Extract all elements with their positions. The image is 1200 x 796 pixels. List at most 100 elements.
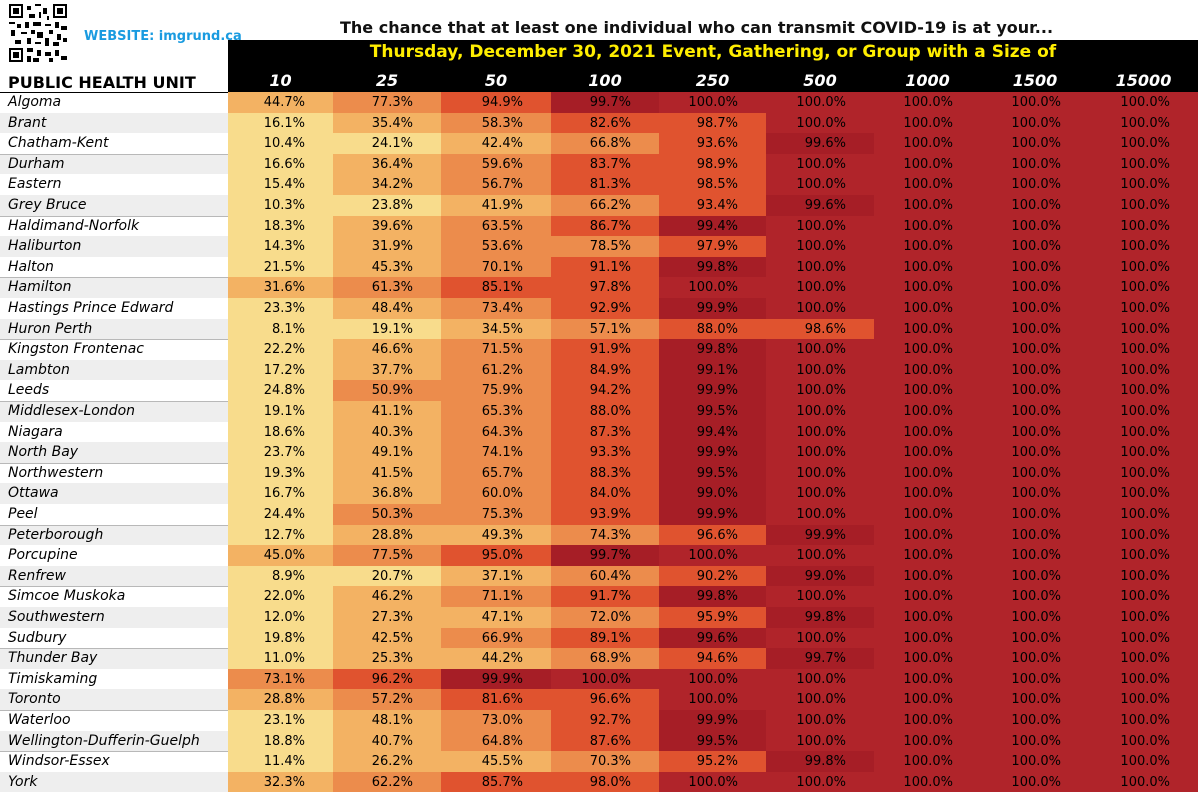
heatmap-cell: 100.0% [766, 174, 874, 195]
health-unit-name: Leeds [8, 382, 50, 399]
heatmap-cell: 100.0% [1089, 442, 1198, 463]
heatmap-cell: 100.0% [981, 256, 1089, 278]
heatmap-cell: 100.0% [874, 380, 981, 401]
heatmap-cell: 98.7% [659, 112, 766, 134]
group-separator [0, 586, 228, 588]
heatmap-cell: 22.2% [228, 339, 333, 360]
heatmap-cell: 41.1% [333, 401, 441, 422]
heatmap-cell: 99.7% [551, 545, 659, 566]
heatmap-cell: 100.0% [874, 318, 981, 340]
heatmap-cell: 100.0% [551, 668, 659, 690]
table-row: Southwestern 12.0% 27.3% 47.1% 72.0% 95.9% 99.… [0, 607, 1200, 628]
heatmap-cell: 57.2% [333, 689, 441, 710]
heatmap-cell: 100.0% [981, 586, 1089, 607]
heatmap-cell: 60.0% [441, 483, 551, 504]
heatmap-cell: 66.9% [441, 627, 551, 649]
heatmap-cell: 91.9% [551, 339, 659, 360]
heatmap-cell: 100.0% [874, 153, 981, 175]
health-unit-name: Renfrew [0, 565, 228, 587]
heatmap-cell: 94.2% [551, 380, 659, 401]
table-row: York 32.3% 62.2% 85.7% 98.0% 100.0% 100.0% 100.… [0, 771, 1200, 793]
heatmap-cell: 94.6% [659, 648, 766, 669]
heatmap-cell: 32.3% [228, 771, 333, 793]
heatmap-cell: 31.9% [333, 236, 441, 257]
heatmap-cell: 100.0% [1089, 92, 1198, 113]
heatmap-cell: 100.0% [981, 380, 1089, 401]
heatmap-cell: 10.4% [228, 133, 333, 154]
table-row: Haldimand-Norfolk 18.3% 39.6% 63.5% 86.7% 99.… [0, 215, 1200, 237]
heatmap-cell: 70.1% [441, 256, 551, 278]
heatmap-cell: 99.9% [766, 524, 874, 546]
heatmap-cell: 95.0% [441, 545, 551, 566]
heatmap-cell: 73.4% [441, 298, 551, 319]
heatmap-cell: 100.0% [1089, 195, 1198, 216]
heatmap-cell: 100.0% [874, 133, 981, 154]
heatmap-cell: 100.0% [1089, 277, 1198, 298]
heatmap-cell: 100.0% [874, 195, 981, 216]
heatmap-cell: 35.4% [333, 112, 441, 134]
heatmap-cell: 100.0% [981, 421, 1089, 443]
heatmap-cell: 27.3% [333, 607, 441, 628]
heatmap-cell: 23.7% [228, 442, 333, 463]
heatmap-cell: 20.7% [333, 565, 441, 587]
heatmap-cell: 45.5% [441, 751, 551, 772]
heatmap-cell: 89.1% [551, 627, 659, 649]
heatmap-cell: 100.0% [874, 174, 981, 195]
table-row: Peterborough 12.7% 28.8% 49.3% 74.3% 96.6% 99.… [0, 524, 1200, 546]
heatmap-cell: 99.6% [766, 195, 874, 216]
heatmap-cell: 48.1% [333, 710, 441, 731]
heatmap-cell: 99.6% [766, 133, 874, 154]
heatmap-cell: 47.1% [441, 607, 551, 628]
heatmap-cell: 100.0% [981, 298, 1089, 319]
heatmap-cell: 58.3% [441, 112, 551, 134]
heatmap-cell: 66.2% [551, 195, 659, 216]
heatmap-cell: 99.7% [766, 648, 874, 669]
heatmap-cell: 61.3% [333, 277, 441, 298]
heatmap-cell: 100.0% [981, 401, 1089, 422]
heatmap-cell: 49.3% [441, 524, 551, 546]
heatmap-cell: 100.0% [981, 236, 1089, 257]
heatmap-cell: 61.2% [441, 359, 551, 381]
heatmap-cell: 100.0% [1089, 483, 1198, 504]
heatmap-cell: 100.0% [766, 215, 874, 237]
health-unit-name: Algoma [8, 94, 62, 110]
heatmap-cell: 98.5% [659, 174, 766, 195]
heatmap-cell: 100.0% [1089, 565, 1198, 587]
heatmap-cell: 86.7% [551, 215, 659, 237]
table-row: Toronto 28.8% 57.2% 81.6% 96.6% 100.0% 100.0% 1… [0, 689, 1200, 710]
table-row: Ottawa 16.7% 36.8% 60.0% 84.0% 99.0% 100.0% 100… [0, 483, 1200, 504]
heatmap-cell: 99.0% [766, 565, 874, 587]
heatmap-cell: 73.1% [228, 668, 333, 690]
group-separator [0, 524, 228, 526]
health-unit-name: Simcoe Muskoka [8, 588, 126, 605]
heatmap-cell: 100.0% [1089, 710, 1198, 731]
heatmap-cell: 73.0% [441, 710, 551, 731]
heatmap-cell: 99.9% [659, 298, 766, 319]
heatmap-cell: 100.0% [1089, 462, 1198, 484]
heatmap-cell: 24.1% [333, 133, 441, 154]
heatmap-cell: 100.0% [1089, 648, 1198, 669]
heatmap-cell: 98.9% [659, 153, 766, 175]
heatmap-cell: 74.1% [441, 442, 551, 463]
heatmap-cell: 88.0% [659, 318, 766, 340]
heatmap-cell: 99.5% [659, 462, 766, 484]
heatmap-cell: 99.8% [659, 256, 766, 278]
heatmap-cell: 16.7% [228, 483, 333, 504]
heatmap-cell: 100.0% [766, 442, 874, 463]
heatmap-cell: 88.0% [551, 401, 659, 422]
heatmap-cell: 100.0% [981, 751, 1089, 772]
heatmap-cell: 8.1% [228, 318, 333, 340]
heatmap-cell: 90.2% [659, 565, 766, 587]
website-link[interactable]: WEBSITE: imgrund.ca [84, 29, 242, 44]
health-unit-name: Ottawa [0, 483, 228, 504]
health-unit-name: Haldimand-Norfolk [8, 217, 140, 234]
heatmap-cell: 100.0% [874, 483, 981, 504]
heatmap-cell: 100.0% [659, 545, 766, 566]
table-row: Chatham-Kent 10.4% 24.1% 42.4% 66.8% 93.6% 99.… [0, 133, 1200, 154]
heatmap-cell: 100.0% [766, 359, 874, 381]
heatmap-cell: 100.0% [1089, 112, 1198, 134]
column-header-500: 500 [803, 71, 837, 90]
heatmap-cell: 100.0% [874, 359, 981, 381]
heatmap-cell: 23.1% [228, 710, 333, 731]
heatmap-cell: 100.0% [981, 545, 1089, 566]
